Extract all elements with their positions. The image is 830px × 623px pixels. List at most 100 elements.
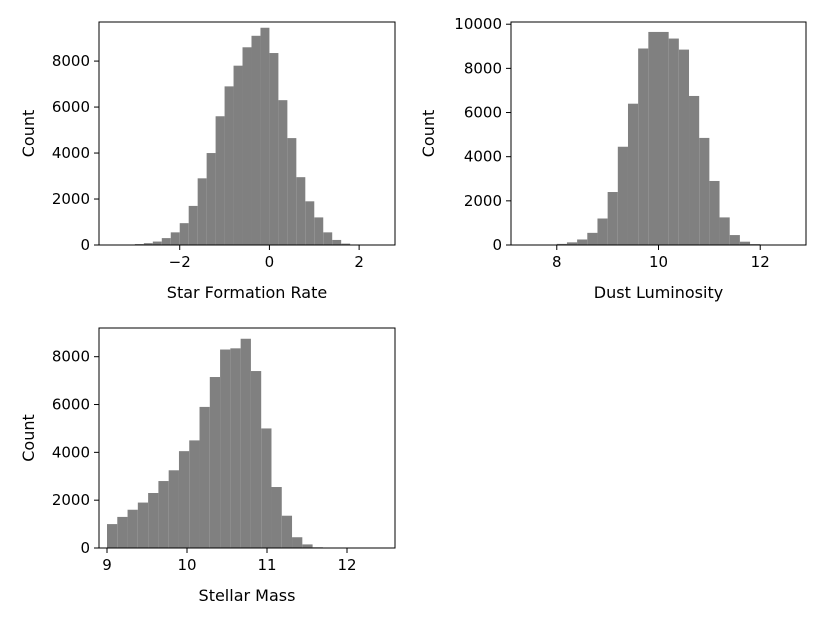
- histogram-bar: [281, 515, 293, 548]
- histogram-bar: [179, 223, 189, 245]
- y-axis-label: Count: [19, 110, 38, 158]
- histogram-bars: [107, 27, 369, 246]
- x-axis-label: Star Formation Rate: [167, 283, 327, 302]
- axes-frame: [98, 21, 396, 246]
- histogram-bar: [158, 481, 169, 548]
- histogram-bar: [242, 47, 252, 245]
- histogram-panel-3: 9 10 11 12 0 2000 4000 6000 8000 Stellar Mass Coun…: [19, 327, 396, 605]
- histogram-bar: [332, 239, 342, 245]
- histogram-bar: [292, 537, 303, 548]
- x-tick-label: −2: [169, 253, 191, 271]
- histogram-bar: [261, 428, 272, 548]
- histogram-bars: [107, 338, 344, 548]
- x-axis-label: Dust Luminosity: [594, 283, 723, 302]
- histogram-bar: [240, 338, 251, 548]
- y-tick-label: 10000: [454, 15, 502, 33]
- histogram-bar: [314, 217, 324, 245]
- x-tick-label: 12: [337, 556, 356, 574]
- histogram-bar: [739, 241, 751, 245]
- histogram-bar: [699, 137, 710, 245]
- histogram-bar: [148, 493, 159, 548]
- y-tick-label: 4000: [464, 148, 502, 166]
- y-tick-label: 0: [80, 539, 90, 557]
- histogram-panel-1: −2 0 2 0 2000 4000 6000 8000 Star Formation Rate…: [19, 21, 396, 302]
- histogram-bar: [117, 516, 128, 548]
- histogram-bar: [296, 177, 306, 245]
- histogram-bar: [143, 243, 153, 245]
- histogram-bar: [137, 502, 149, 548]
- histogram-bar: [302, 544, 313, 548]
- histogram-bar: [127, 509, 138, 548]
- histogram-bar: [189, 440, 200, 548]
- y-tick-label: 6000: [464, 104, 502, 122]
- histogram-bar: [689, 95, 700, 245]
- y-tick-label: 2000: [464, 192, 502, 210]
- x-tick-label: 12: [751, 253, 770, 271]
- histogram-bar: [305, 201, 315, 245]
- histogram-bar: [627, 103, 639, 245]
- histogram-bar: [260, 27, 270, 246]
- axes-frame: [98, 327, 396, 549]
- histogram-bar: [587, 232, 598, 245]
- histogram-bar: [597, 218, 608, 245]
- histogram-bar: [170, 232, 180, 245]
- x-tick-label: 9: [102, 556, 112, 574]
- histogram-bar: [161, 238, 171, 245]
- histogram-bar: [658, 31, 669, 246]
- histogram-bar: [577, 239, 588, 245]
- y-tick-label: 4000: [52, 443, 90, 461]
- y-axis-label: Count: [419, 110, 438, 158]
- histogram-bars: [526, 31, 781, 246]
- histogram-bar: [719, 217, 730, 245]
- histogram-bar: [678, 49, 690, 245]
- y-tick-label: 0: [80, 236, 90, 254]
- histogram-bar: [271, 487, 282, 548]
- histogram-bar: [278, 100, 288, 245]
- y-tick-label: 0: [492, 236, 502, 254]
- histogram-panel-2: 8 10 12 0 2000 4000 6000 8000 10000 Dust Luminosi…: [419, 15, 807, 302]
- histogram-bar: [341, 243, 351, 245]
- histogram-bar: [556, 243, 567, 245]
- x-tick-label: 11: [257, 556, 276, 574]
- histogram-bar: [178, 451, 190, 548]
- x-tick-label: 8: [552, 253, 562, 271]
- histogram-bar: [152, 241, 162, 245]
- histogram-bar: [199, 406, 210, 548]
- histogram-bar: [648, 31, 659, 246]
- y-tick-label: 8000: [464, 59, 502, 77]
- x-tick-label: 10: [649, 253, 668, 271]
- y-tick-label: 6000: [52, 98, 90, 116]
- histogram-bar: [107, 524, 118, 548]
- histogram-bar: [617, 146, 628, 245]
- histogram-bar: [323, 232, 333, 245]
- y-tick-label: 6000: [52, 396, 90, 414]
- x-axis-label: Stellar Mass: [199, 586, 296, 605]
- histogram-bar: [220, 349, 231, 548]
- histogram-bar: [206, 153, 216, 245]
- x-tick-label: 0: [265, 253, 275, 271]
- histogram-bar: [566, 242, 578, 245]
- histogram-bar: [224, 86, 234, 246]
- histogram-bar: [250, 371, 262, 548]
- y-tick-label: 8000: [52, 52, 90, 70]
- histogram-bar: [251, 35, 261, 245]
- histogram-bar: [230, 348, 241, 548]
- histogram-bar: [709, 180, 720, 245]
- histogram-bar: [638, 48, 649, 245]
- histogram-bar: [287, 138, 297, 245]
- histogram-bar: [188, 205, 198, 245]
- y-tick-label: 2000: [52, 190, 90, 208]
- histogram-bar: [215, 116, 225, 246]
- histogram-bar: [607, 192, 618, 245]
- x-tick-label: 2: [354, 253, 364, 271]
- histogram-bar: [269, 53, 279, 245]
- histogram-bar: [197, 178, 207, 245]
- histogram-bar: [209, 377, 221, 548]
- x-tick-label: 10: [177, 556, 196, 574]
- histogram-bar: [168, 470, 179, 548]
- y-axis-label: Count: [19, 414, 38, 462]
- y-tick-label: 8000: [52, 348, 90, 366]
- histogram-bar: [729, 235, 740, 245]
- y-tick-label: 2000: [52, 491, 90, 509]
- histogram-bar: [233, 65, 243, 245]
